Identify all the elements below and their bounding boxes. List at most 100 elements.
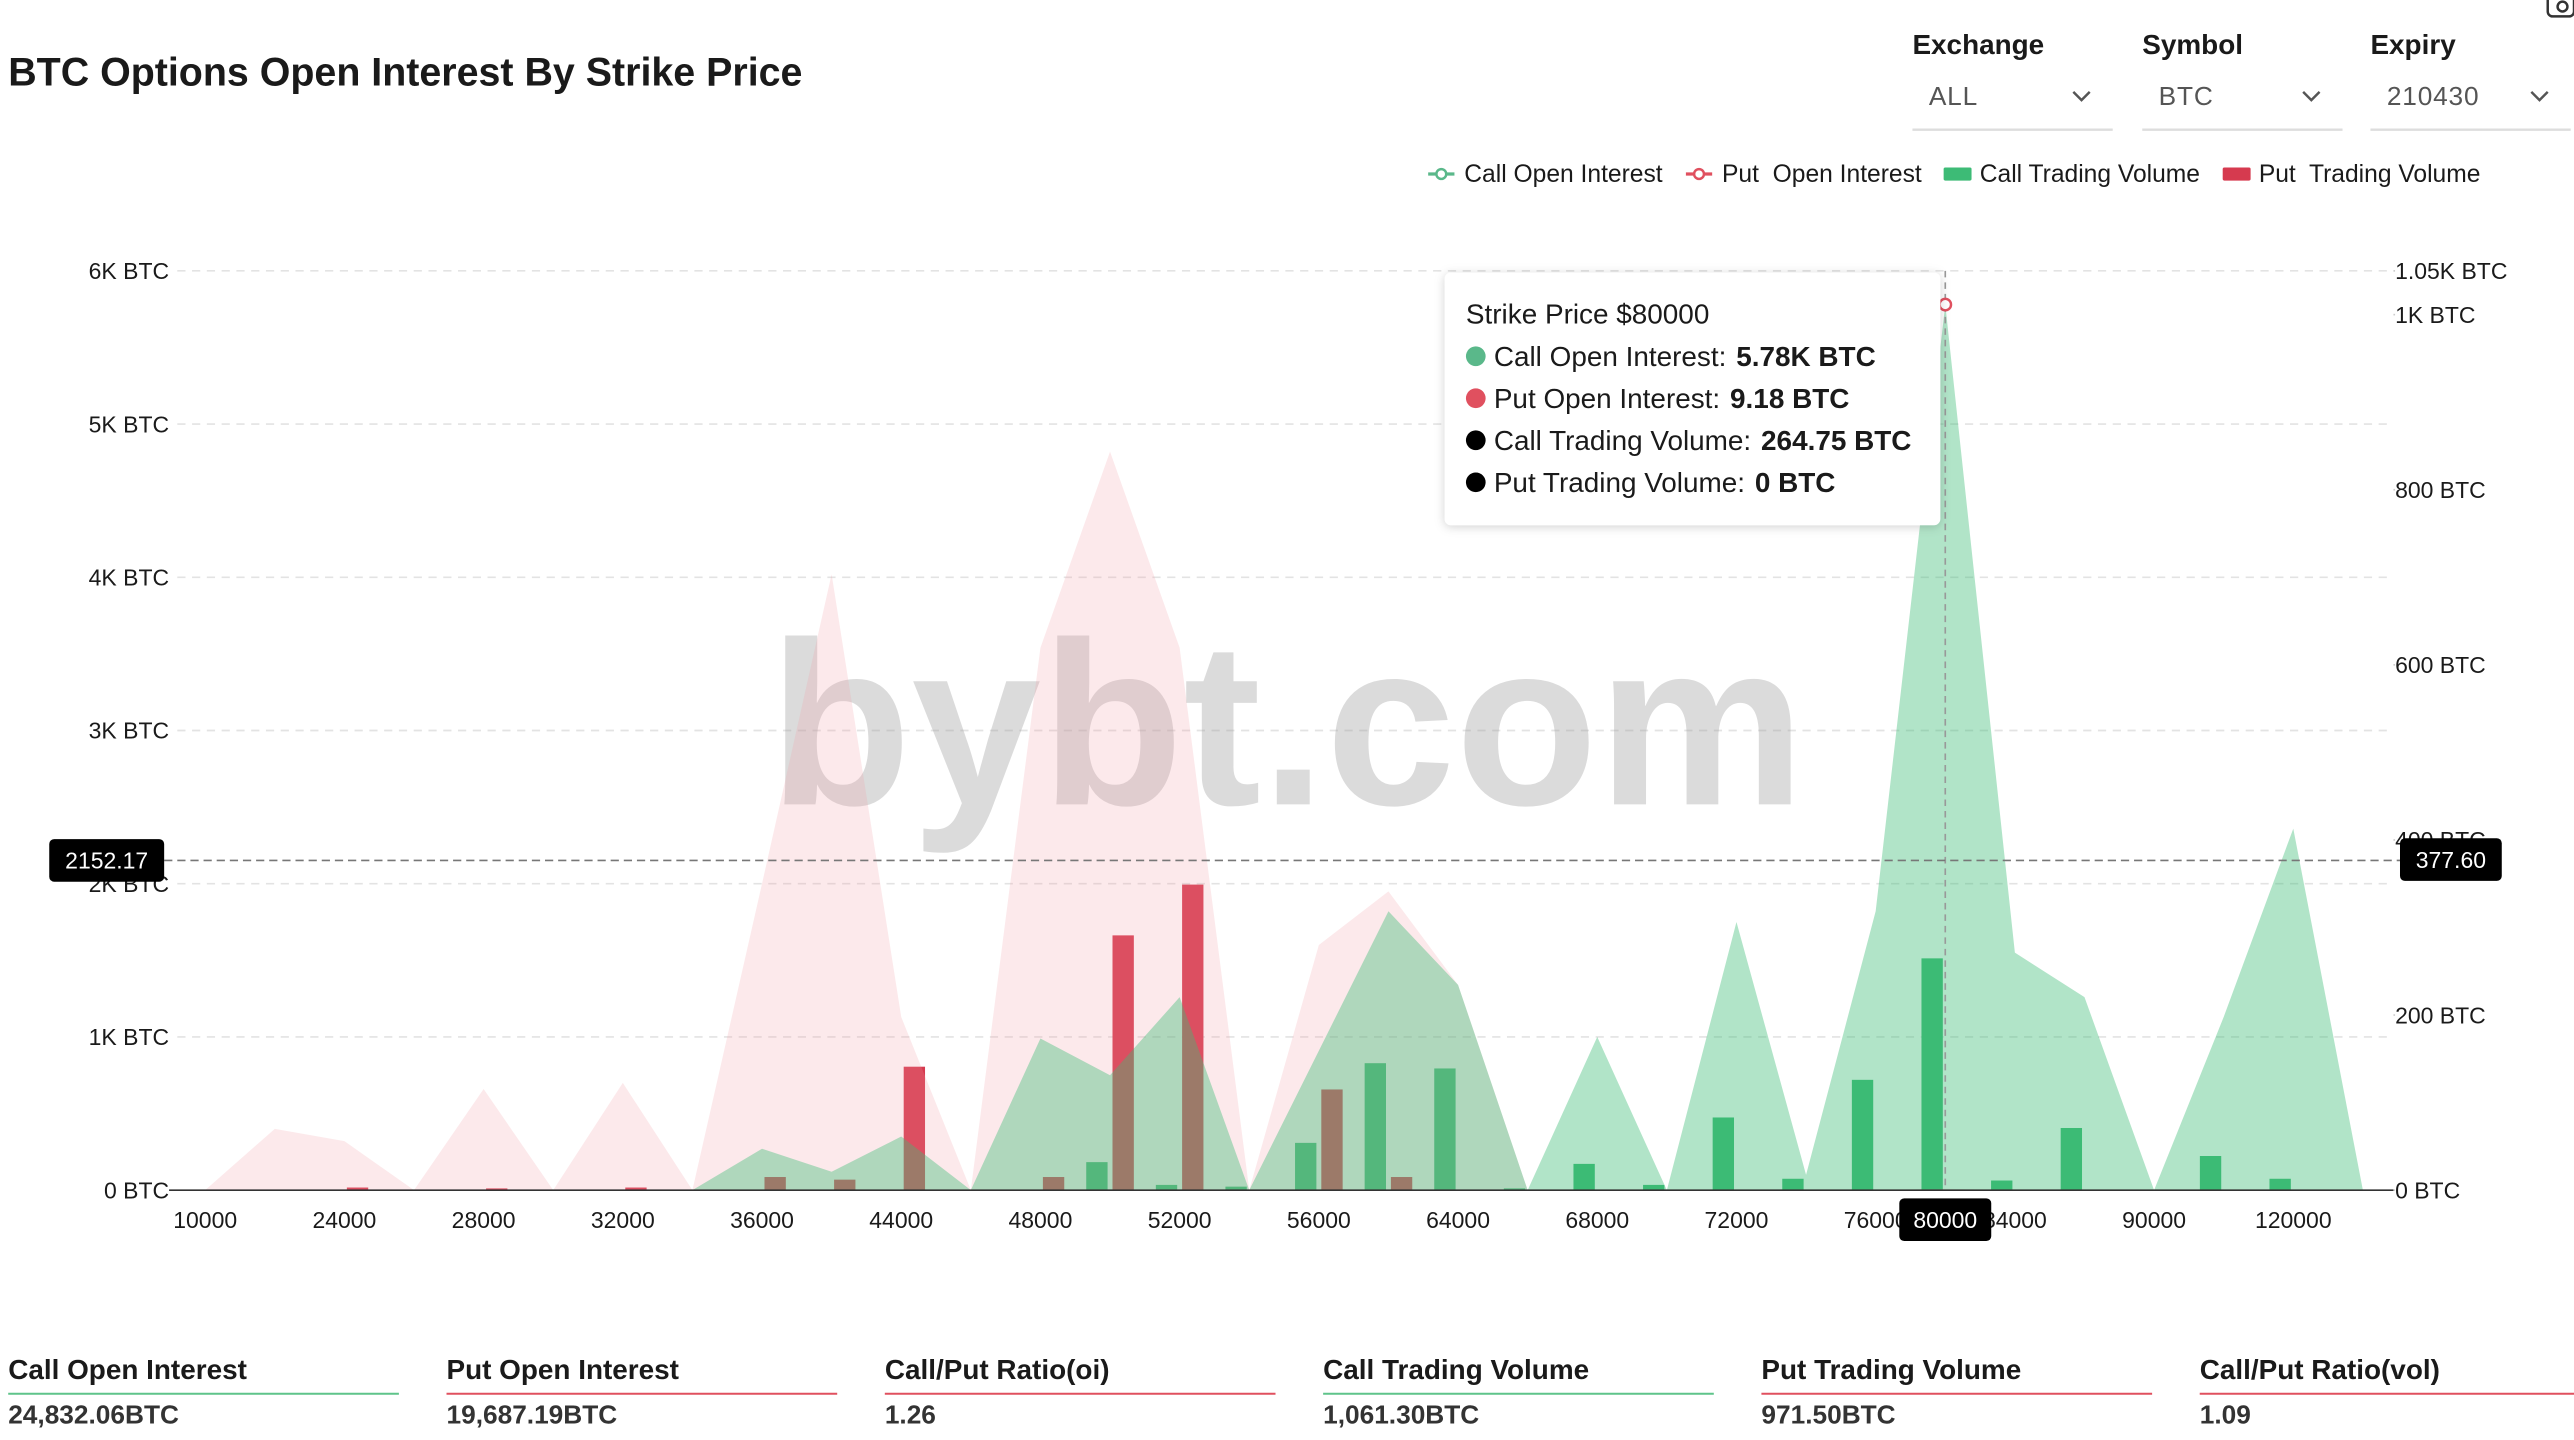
tooltip-row: Put Open Interest: 9.18 BTC [1494,383,1850,414]
bar [1321,1089,1343,1191]
tooltip-title: Strike Price $80000 [1466,298,1709,329]
stat-value: 1,061.30BTC [1323,1399,1479,1429]
stat-value: 1.09 [2200,1399,2251,1429]
stats: Call Open Interest 24,832.06BTC Put Open I… [8,1354,2574,1429]
bar [1112,935,1134,1191]
bar [903,1066,926,1191]
chevron [2302,91,2321,102]
legend-label: Call Open Interest [1464,161,1663,188]
bar [1851,1079,1874,1191]
settings-icon[interactable] [2546,0,2574,18]
tooltip-dot [1465,472,1486,493]
bar [486,1188,508,1191]
stat-label: Call/Put Ratio(oi) [885,1354,1110,1385]
bar [1573,1163,1595,1191]
dropdown[interactable]: Symbol BTC [2142,29,2343,131]
y2-tick-label: 1.05K BTC [2395,258,2507,284]
y-tick-label: 0 BTC [104,1177,169,1203]
bar [1434,1068,1456,1191]
bar [1295,1142,1317,1191]
y2-tick-label: 200 BTC [2395,1002,2486,1028]
legend-label: Call Trading Volume [1980,161,2200,188]
pointer-label: 80000 [1913,1207,1977,1233]
tooltip-row: Call Open Interest: 5.78K BTC [1494,341,1876,372]
x-tick-label: 48000 [1008,1207,1072,1233]
hover-point [1938,297,1953,312]
bar [1390,1177,1413,1191]
bar [1991,1180,2013,1191]
x-tick-label: 68000 [1565,1207,1629,1233]
stat-label: Put Open Interest [447,1354,679,1385]
stat-label: Call Trading Volume [1323,1354,1589,1385]
bar [1042,1177,1065,1191]
tooltip-box [1444,272,1941,526]
bar [1503,1188,1526,1191]
stat-label: Call/Put Ratio(vol) [2200,1354,2440,1385]
tooltip-row-label: Call Open Interest: [1494,341,1727,372]
crosshair-label-box [2399,838,2502,881]
bar [2199,1156,2222,1191]
tooltip-dot [1465,346,1486,367]
tooltip-row-label: Put Open Interest: [1494,383,1720,414]
crosshair-label-box [49,839,165,882]
pointer-label-box [1899,1198,1992,1242]
dropdown-value: BTC [2159,81,2214,111]
tooltip-row-label: Put Trading Volume: [1494,467,1745,498]
crosshair-label: 2152.17 [65,848,148,874]
bar [1182,884,1204,1191]
dropdown[interactable]: Exchange ALL [1912,29,2113,131]
legend-label: Put Open Interest [1722,161,1922,188]
y-tick-label: 5K BTC [89,411,169,437]
crosshair-label: 377.60 [2416,847,2486,873]
bar [2060,1127,2083,1191]
page-title: BTC Options Open Interest By Strike Pric… [8,50,802,94]
y-tick-label: 4K BTC [89,564,169,590]
stat-value: 971.50BTC [1761,1399,1895,1429]
y-tick-label: 3K BTC [89,718,169,744]
legend-label: Put Trading Volume [2259,161,2481,188]
x-tick-label: 28000 [452,1207,516,1233]
x-tick-label: 10000 [173,1207,237,1233]
bar [625,1187,647,1191]
y2-tick-label: 1K BTC [2395,302,2475,328]
legend-marker [1692,167,1706,181]
tooltip-row: Call Trading Volume: 264.75 BTC [1494,425,1912,456]
x-tick-label: 72000 [1705,1207,1769,1233]
bar [1364,1063,1386,1191]
bar [1712,1117,1735,1191]
legend: Call Open Interest Put Open Interest Call … [1428,161,2480,188]
y-tick-label: 6K BTC [89,258,169,284]
y-tick-label: 1K BTC [89,1024,169,1050]
bar [1155,1184,1178,1191]
stat-value: 19,687.19BTC [447,1399,618,1429]
dropdown-value: 210430 [2387,81,2480,111]
x-tick-label: 52000 [1148,1207,1212,1233]
x-tick-label: 120000 [2255,1207,2332,1233]
area [205,451,2363,1191]
x-tick-label: 76000 [1844,1207,1908,1233]
area [205,304,2363,1191]
tooltip-row-value: 5.78K BTC [1736,341,1876,372]
bar [346,1187,369,1191]
controls: Exchange ALL Symbol BTC Expiry 210430 [1912,29,2571,131]
legend-marker [1435,167,1448,181]
watermark: bybt.com [769,594,1805,854]
tooltip-dot [1465,430,1486,451]
tooltip-dot [1465,388,1486,409]
x-tick-label: 36000 [730,1207,794,1233]
legend-swatch [1943,167,1972,181]
bar [2269,1178,2291,1191]
y2-tick-label: 0 BTC [2395,1177,2460,1203]
tooltip-row: Put Trading Volume: 0 BTC [1494,467,1836,498]
dropdown-label: Symbol [2142,29,2243,60]
y2-tick-label: 600 BTC [2395,652,2486,678]
legend-swatch [2222,167,2251,181]
x-tick-label: 32000 [591,1207,655,1233]
chevron [2072,91,2091,102]
x-tick-label: 24000 [312,1207,376,1233]
bar [1225,1186,1247,1191]
bar [1921,958,1943,1191]
dropdown[interactable]: Expiry 210430 [2370,29,2571,131]
